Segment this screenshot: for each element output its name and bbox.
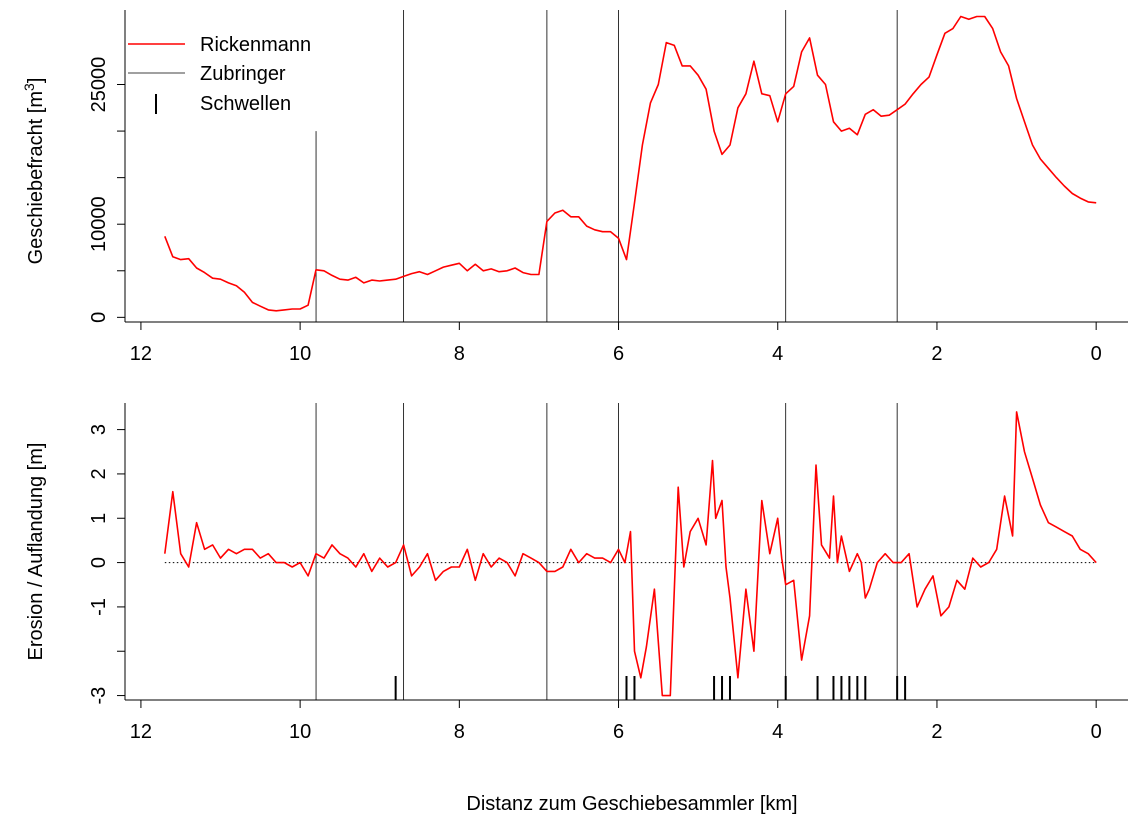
x-tick-label: 2 [931,721,942,743]
x-tick-label: 0 [1091,721,1102,743]
series-line-rickenmann [164,15,1097,312]
x-tick-label: 10 [289,343,311,365]
y-tick-label: -1 [88,598,110,616]
legend: Rickenmann Zubringer Schwellen [128,34,311,115]
y-axis-title: Geschiebefracht [m3] [21,78,47,265]
x-tick-label: 10 [289,721,311,743]
x-tick-label: 12 [130,343,152,365]
y-tick-label: 0 [88,557,110,568]
x-tick-label: 4 [772,721,783,743]
x-tick-label: 4 [772,343,783,365]
y-tick-label: -3 [88,687,110,705]
x-tick-label: 6 [613,343,624,365]
x-tick-label: 2 [931,343,942,365]
y-axis-title-superscript: 3 [21,83,37,91]
y-tick-label: 0 [88,312,110,323]
legend-label-rickenmann: Rickenmann [200,34,311,56]
x-tick-label: 8 [454,343,465,365]
x-tick-label: 8 [454,721,465,743]
x-tick-label: 12 [130,721,152,743]
y-tick-label: 2 [88,468,110,479]
y-axis-title-main: Geschiebefracht [m [25,91,47,264]
x-tick-label: 6 [613,721,624,743]
series-line-rickenmann [164,411,1097,697]
y-tick-label: 25000 [88,57,110,113]
x-axis-title: Distanz zum Geschiebesammler [km] [466,793,797,815]
y-axis-title-close: ] [25,78,47,84]
y-tick-label: 10000 [88,196,110,252]
panel-sediment-load: 12 10 8 6 4 2 0 0 10000 25000 Geschiebefracht [m3] [21,10,1128,365]
legend-label-schwellen: Schwellen [200,93,291,115]
x-tick-label: 0 [1091,343,1102,365]
y-tick-label: 3 [88,424,110,435]
y-tick-label: 1 [88,513,110,524]
legend-label-zubringer: Zubringer [200,63,286,85]
y-axis-title: Erosion / Auflandung [m] [25,443,47,661]
